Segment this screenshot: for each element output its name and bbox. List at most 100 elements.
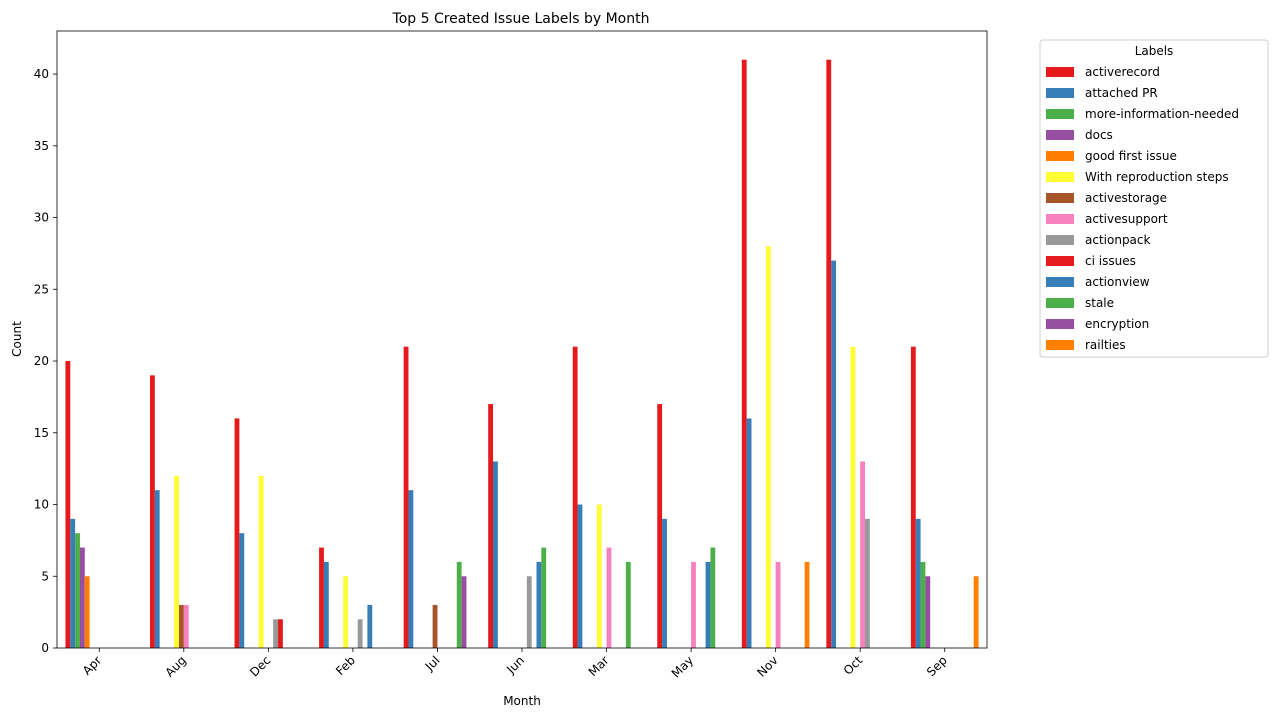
legend-title: Labels (1135, 44, 1174, 58)
bar-nov-activesupport (775, 561, 781, 648)
bar-feb-with-reproduction-steps (343, 576, 349, 648)
bar-jun-actionpack (526, 576, 532, 648)
legend-label-stale: stale (1085, 296, 1114, 310)
y-tick-label: 40 (34, 67, 49, 81)
legend-label-railties: railties (1085, 338, 1126, 352)
legend-frame (1039, 39, 1269, 358)
bar-may-attached-pr (662, 518, 667, 648)
y-axis-title: Count (10, 321, 24, 357)
bar-jul-activerecord (403, 346, 409, 648)
y-tick-label: 30 (34, 211, 49, 225)
legend-swatch-activesupport (1046, 214, 1074, 224)
legend-swatch-with-reproduction-steps (1046, 172, 1074, 182)
y-tick-label: 35 (34, 139, 49, 153)
bar-mar-with-reproduction-steps (596, 504, 602, 648)
legend-label-activesupport: activesupport (1085, 212, 1168, 226)
bar-nov-attached-pr (746, 418, 752, 648)
bar-aug-attached-pr (154, 490, 160, 648)
bar-jul-encryption (461, 576, 467, 648)
legend-label-activestorage: activestorage (1085, 191, 1167, 205)
bar-aug-activerecord (150, 375, 155, 648)
legend-swatch-more-information-needed (1046, 109, 1074, 119)
bar-dec-ci-issues (278, 619, 283, 648)
bar-feb-actionpack (357, 619, 363, 648)
legend-items: activerecord attached PR more-information-… (1046, 65, 1239, 352)
bar-feb-activerecord (319, 547, 324, 648)
x-tick-label-mar: Mar (586, 653, 612, 679)
y-tick-label: 20 (34, 354, 49, 368)
bar-mar-attached-pr (577, 504, 583, 648)
chart-title: Top 5 Created Issue Labels by Month (392, 11, 650, 27)
bar-may-stale (710, 547, 716, 648)
plot-area-frame (56, 30, 988, 649)
y-tick-label: 5 (41, 569, 49, 583)
legend: Labels activerecord attached PR more-infor… (1039, 39, 1269, 358)
bar-jun-actionview (536, 561, 542, 648)
bar-aug-activesupport (183, 604, 189, 648)
bar-apr-activerecord (65, 361, 71, 648)
bar-sep-more-information-needed (920, 561, 926, 648)
x-tick-label-may: May (669, 653, 696, 680)
bar-apr-docs (79, 547, 85, 648)
legend-label-ci-issues: ci issues (1085, 254, 1136, 268)
bar-nov-with-reproduction-steps (765, 246, 771, 649)
bars-layer (65, 59, 979, 649)
bar-aug-activestorage (178, 604, 184, 648)
bar-jun-activerecord (488, 404, 494, 648)
bar-mar-stale (625, 561, 631, 648)
bar-oct-attached-pr (831, 260, 837, 648)
legend-swatch-docs (1046, 130, 1074, 140)
bar-apr-good-first-issue (84, 576, 90, 648)
bar-oct-activerecord (826, 59, 832, 648)
x-axis-title: Month (503, 694, 541, 708)
bar-feb-actionview (367, 604, 373, 648)
x-tick-label-oct: Oct (841, 653, 866, 678)
bar-sep-attached-pr (915, 518, 921, 648)
legend-swatch-attached-pr (1046, 88, 1074, 98)
bar-dec-attached-pr (239, 533, 245, 648)
bar-feb-attached-pr (323, 561, 329, 648)
legend-label-with-reproduction-steps: With reproduction steps (1085, 170, 1229, 184)
bar-apr-attached-pr (70, 518, 76, 648)
x-tick-label-sep: Sep (924, 653, 950, 679)
legend-label-actionview: actionview (1085, 275, 1150, 289)
y-tick-label: 15 (34, 426, 49, 440)
bar-mar-activesupport (606, 547, 612, 648)
legend-swatch-ci-issues (1046, 256, 1074, 266)
x-tick-label-feb: Feb (333, 653, 358, 678)
bar-nov-activerecord (741, 59, 747, 648)
bar-jun-attached-pr (493, 461, 498, 648)
y-axis: 0 5 10 15 20 25 30 35 40 (34, 67, 57, 655)
legend-swatch-stale (1046, 298, 1074, 308)
bar-may-activesupport (691, 561, 696, 648)
legend-label-more-information-needed: more-information-needed (1085, 107, 1239, 121)
bar-may-actionview (705, 561, 711, 648)
legend-swatch-encryption (1046, 319, 1074, 329)
bar-aug-with-reproduction-steps (174, 475, 179, 648)
legend-label-docs: docs (1085, 128, 1113, 142)
bar-oct-activesupport (860, 461, 866, 648)
bar-dec-with-reproduction-steps (258, 475, 264, 648)
x-tick-label-nov: Nov (754, 653, 780, 679)
x-axis: Apr Aug Dec Feb Jul Jun Mar May Nov Oct Sep (80, 648, 950, 681)
bar-jul-activestorage (432, 604, 438, 648)
bar-dec-actionpack (273, 619, 279, 648)
y-tick-label: 0 (41, 641, 49, 655)
legend-swatch-actionpack (1046, 235, 1074, 245)
bar-sep-railties (973, 576, 979, 648)
y-tick-label: 25 (34, 282, 49, 296)
x-tick-label-jul: Jul (422, 653, 443, 674)
legend-swatch-railties (1046, 340, 1074, 350)
x-tick-label-apr: Apr (80, 653, 105, 678)
bar-nov-railties (804, 561, 810, 648)
bar-dec-activerecord (234, 418, 240, 648)
x-tick-label-aug: Aug (162, 653, 188, 679)
bar-sep-activerecord (910, 346, 916, 648)
bar-apr-more-information-needed (75, 533, 80, 648)
legend-label-attached-pr: attached PR (1085, 86, 1158, 100)
legend-label-encryption: encryption (1085, 317, 1149, 331)
bar-sep-docs (925, 576, 931, 648)
legend-label-activerecord: activerecord (1085, 65, 1160, 79)
